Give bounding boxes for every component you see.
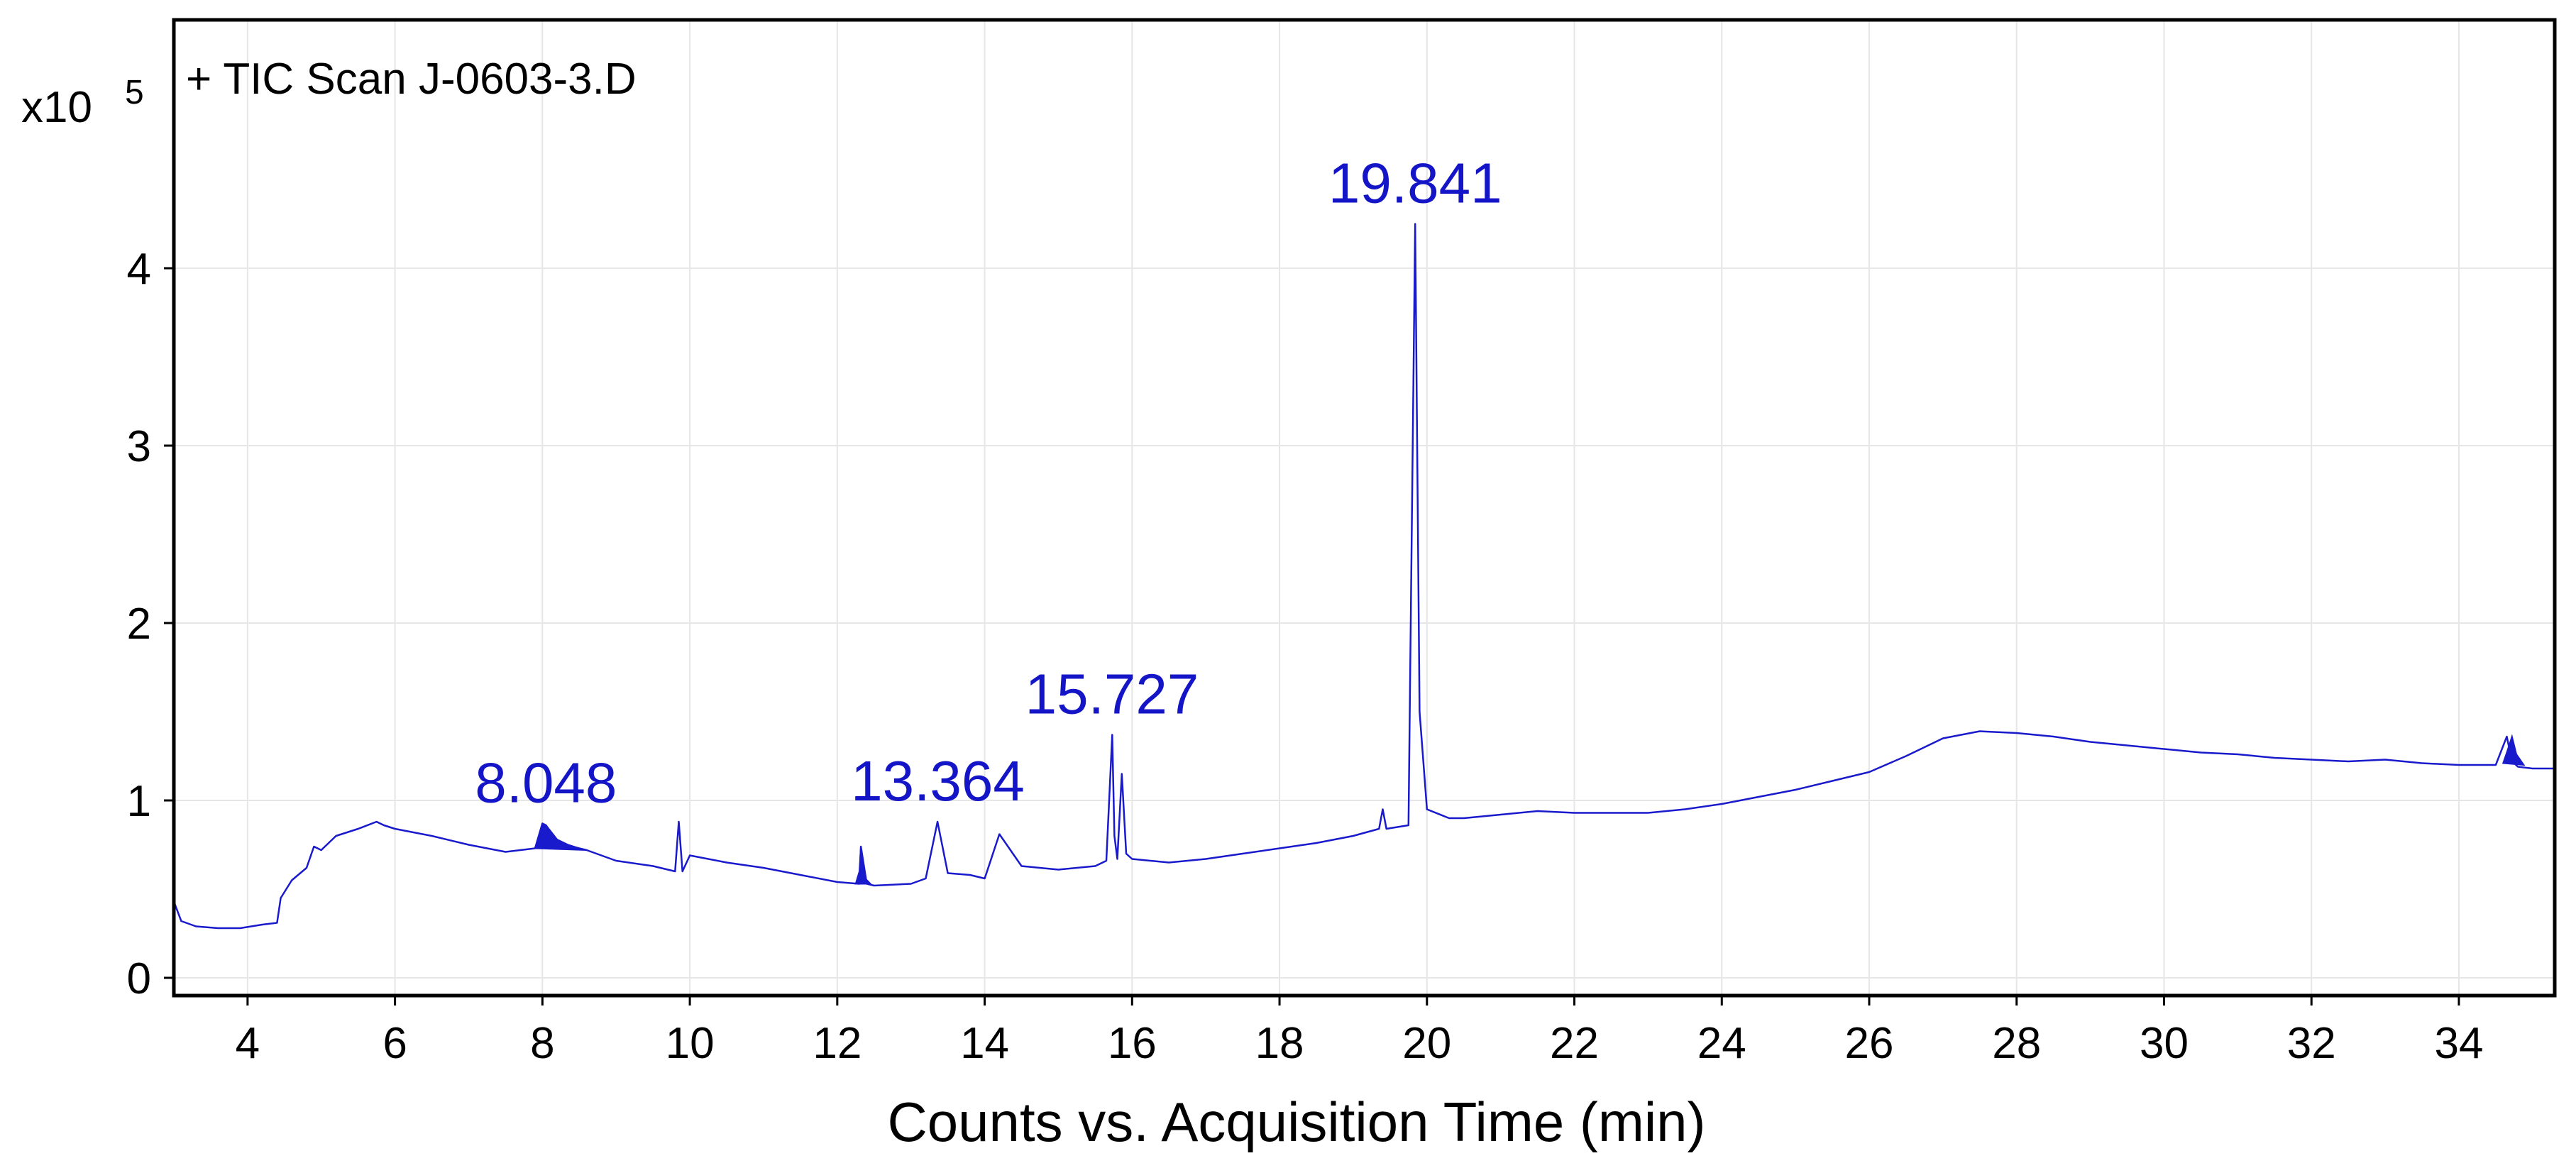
plot-frame-layer — [172, 18, 2557, 998]
x-axis-title: Counts vs. Acquisition Time (min) — [887, 1091, 1705, 1153]
x-tick-label: 28 — [1992, 1019, 2041, 1068]
peak-retention-label: 13.364 — [851, 749, 1025, 812]
x-tick-layer: 4 6 8 10 12 14 16 18 20 22 24 26 28 30 32 34 — [236, 996, 2483, 1068]
x-tick-label: 4 — [236, 1019, 260, 1068]
y-tick-label: 0 — [127, 954, 151, 1003]
x-tick-label: 24 — [1697, 1019, 1746, 1068]
y-tick-label: 2 — [127, 600, 151, 649]
x-tick-label: 12 — [813, 1019, 862, 1068]
y-axis-multiplier: x10 — [21, 83, 92, 132]
integrated-peak-area — [534, 822, 587, 851]
peak-retention-label: 15.727 — [1025, 663, 1199, 726]
trace-layer — [172, 223, 2555, 930]
y-axis-multiplier-exponent: 5 — [125, 74, 144, 111]
x-tick-label: 30 — [2140, 1019, 2189, 1068]
x-tick-label: 14 — [960, 1019, 1009, 1068]
y-tick-label: 1 — [127, 777, 151, 826]
y-tick-label: 4 — [127, 245, 151, 294]
y-tick-label: 3 — [127, 422, 151, 471]
x-tick-label: 10 — [666, 1019, 715, 1068]
y-tick-layer: 0 1 2 3 4 — [127, 245, 174, 1003]
tic-trace-line — [172, 223, 2555, 930]
integrated-peaks-layer — [534, 734, 2526, 885]
x-tick-label: 34 — [2434, 1019, 2483, 1068]
x-tick-label: 6 — [382, 1019, 407, 1068]
plot-title: + TIC Scan J-0603-3.D — [186, 55, 637, 104]
x-tick-label: 20 — [1402, 1019, 1451, 1068]
x-tick-label: 22 — [1550, 1019, 1599, 1068]
peak-retention-label: 8.048 — [475, 751, 617, 815]
x-tick-label: 16 — [1108, 1019, 1157, 1068]
x-tick-label: 32 — [2287, 1019, 2336, 1068]
x-tick-label: 8 — [530, 1019, 554, 1068]
plot-frame — [172, 18, 2557, 998]
integrated-peak-area — [2501, 734, 2526, 766]
grid-layer — [174, 20, 2555, 996]
x-tick-label: 18 — [1255, 1019, 1304, 1068]
x-tick-label: 26 — [1845, 1019, 1894, 1068]
peak-retention-label: 19.841 — [1328, 152, 1502, 215]
